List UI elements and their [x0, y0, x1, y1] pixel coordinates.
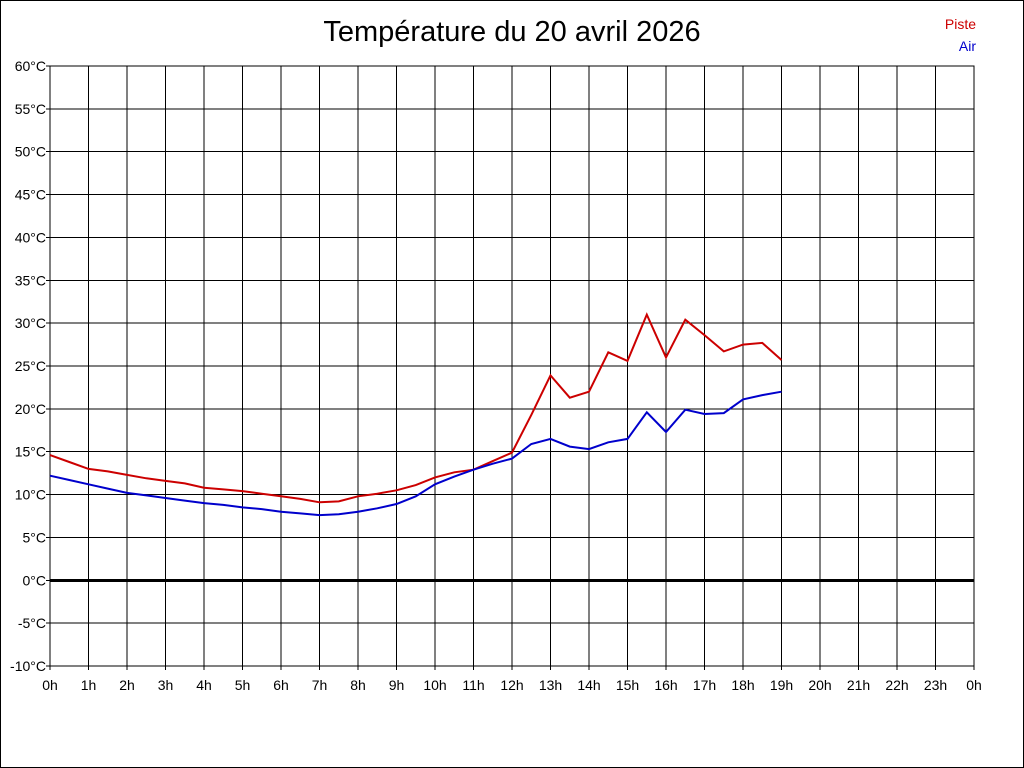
y-tick-label: 45°C	[15, 187, 46, 203]
y-tick-label: 55°C	[15, 101, 46, 117]
x-tick-label: 12h	[500, 677, 523, 693]
y-tick-label: 10°C	[15, 487, 46, 503]
legend-entry-air: Air	[958, 38, 976, 54]
x-tick-label: 10h	[423, 677, 446, 693]
series-line-air	[49, 390, 782, 517]
x-tick-label: 0h	[42, 677, 58, 693]
y-tick-label: 25°C	[15, 358, 46, 374]
x-tick-label: 23h	[924, 677, 947, 693]
x-tick-label: 14h	[577, 677, 600, 693]
x-tick-label: 13h	[539, 677, 562, 693]
x-tick-label: 4h	[196, 677, 212, 693]
y-tick-label: 60°C	[15, 58, 46, 74]
x-tick-label: 3h	[158, 677, 174, 693]
x-tick-label: 21h	[847, 677, 870, 693]
y-tick-label: 50°C	[15, 144, 46, 160]
legend-entry-piste: Piste	[944, 16, 976, 32]
x-tick-label: 8h	[350, 677, 366, 693]
x-tick-label: 5h	[235, 677, 251, 693]
x-tick-label: 1h	[81, 677, 97, 693]
y-tick-label: 0°C	[23, 572, 47, 588]
y-tick-label: 15°C	[15, 444, 46, 460]
y-tick-label: 40°C	[15, 229, 46, 245]
x-tick-label: 2h	[119, 677, 135, 693]
x-tick-label: 16h	[654, 677, 677, 693]
x-tick-label: 9h	[389, 677, 405, 693]
y-tick-label: 5°C	[23, 529, 47, 545]
y-tick-label: -5°C	[18, 615, 46, 631]
y-tick-label: 20°C	[15, 401, 46, 417]
x-tick-label: 15h	[616, 677, 639, 693]
x-tick-label: 11h	[462, 677, 484, 693]
x-tick-label: 20h	[808, 677, 831, 693]
x-tick-label: 6h	[273, 677, 289, 693]
y-tick-label: -10°C	[10, 658, 46, 674]
x-tick-label: 7h	[312, 677, 328, 693]
x-tick-label: 22h	[885, 677, 908, 693]
y-tick-label: 30°C	[15, 315, 46, 331]
series-line-piste	[49, 312, 783, 504]
x-tick-label: 18h	[731, 677, 754, 693]
x-tick-label: 0h	[966, 677, 982, 693]
x-tick-label: 19h	[770, 677, 793, 693]
chart-title: Température du 20 avril 2026	[323, 16, 701, 48]
x-tick-label: 17h	[693, 677, 716, 693]
chart-legend: Piste Air	[945, 13, 976, 57]
y-tick-label: 35°C	[15, 272, 46, 288]
